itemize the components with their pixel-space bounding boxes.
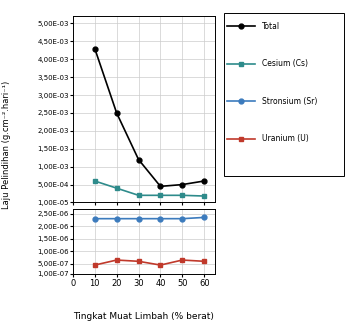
Text: Stronsium (Sr): Stronsium (Sr) (262, 96, 318, 106)
Text: Total: Total (262, 22, 280, 31)
Text: Uranium (U): Uranium (U) (262, 134, 309, 143)
Text: Tingkat Muat Limbah (% berat): Tingkat Muat Limbah (% berat) (74, 312, 214, 321)
Text: Cesium (Cs): Cesium (Cs) (262, 59, 308, 68)
Text: Laju Pelindihan (g.cm⁻².hari⁻¹): Laju Pelindihan (g.cm⁻².hari⁻¹) (2, 81, 11, 209)
